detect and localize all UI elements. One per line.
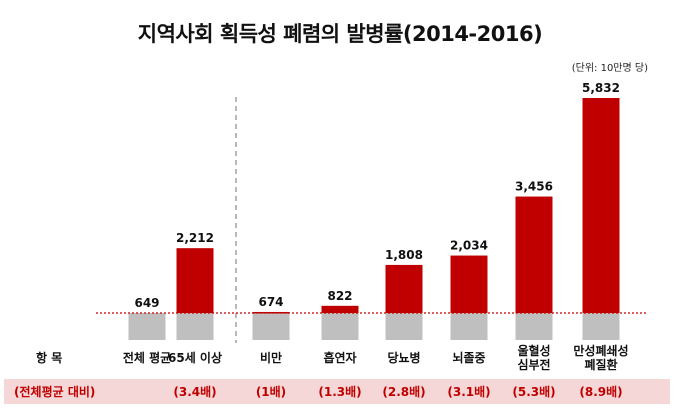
bar-base-0 — [128, 313, 166, 340]
category-label-1: 65세 이상 — [168, 350, 222, 365]
ratio-band — [4, 379, 670, 404]
category-label-6-1: 심부전 — [517, 357, 550, 372]
row-header: 항 목 — [36, 350, 62, 365]
bar-7 — [582, 98, 620, 313]
data-label-3: 822 — [327, 289, 352, 303]
data-label-1: 2,212 — [176, 231, 214, 245]
data-label-5: 2,034 — [450, 239, 488, 253]
category-label-3: 흡연자 — [323, 350, 356, 365]
ratio-label-6: (5.3배) — [512, 384, 555, 399]
bar-2 — [252, 311, 290, 314]
ratio-label-1: (3.4배) — [173, 384, 216, 399]
bar-4 — [385, 264, 423, 313]
data-label-4: 1,808 — [385, 248, 423, 262]
bar-base-4 — [385, 313, 423, 340]
bar-1 — [176, 248, 214, 313]
ratio-label-5: (3.1배) — [447, 384, 490, 399]
ratio-header: (전체평균 대비) — [14, 384, 95, 399]
bar-3 — [321, 305, 359, 313]
category-label-6-0: 울혈성 — [517, 343, 550, 358]
category-label-0: 전체 평균 — [123, 350, 171, 365]
ratio-label-7: (8.9배) — [579, 384, 622, 399]
ratio-label-3: (1.3배) — [318, 384, 361, 399]
data-label-6: 3,456 — [515, 180, 553, 194]
bar-base-6 — [515, 313, 553, 340]
bar-base-2 — [252, 313, 290, 340]
ratio-label-2: (1배) — [256, 384, 286, 399]
bar-6 — [515, 196, 553, 313]
bar-base-1 — [176, 313, 214, 340]
data-label-2: 674 — [258, 295, 283, 309]
bar-base-5 — [450, 313, 488, 340]
data-label-7: 5,832 — [582, 81, 620, 95]
bar-5 — [450, 255, 488, 313]
chart-title: 지역사회 획득성 폐렴의 발병률(2014-2016) — [137, 22, 543, 46]
category-label-2: 비만 — [260, 350, 282, 365]
unit-label: (단위: 10만명 당) — [571, 63, 648, 74]
category-label-5: 뇌졸중 — [452, 350, 485, 365]
data-label-0: 649 — [134, 296, 159, 310]
category-label-7-0: 만성폐쇄성 — [573, 343, 628, 358]
category-label-7-1: 폐질환 — [584, 357, 617, 372]
bar-base-3 — [321, 313, 359, 340]
bar-base-7 — [582, 313, 620, 340]
category-label-4: 당뇨병 — [387, 350, 420, 365]
ratio-label-4: (2.8배) — [382, 384, 425, 399]
